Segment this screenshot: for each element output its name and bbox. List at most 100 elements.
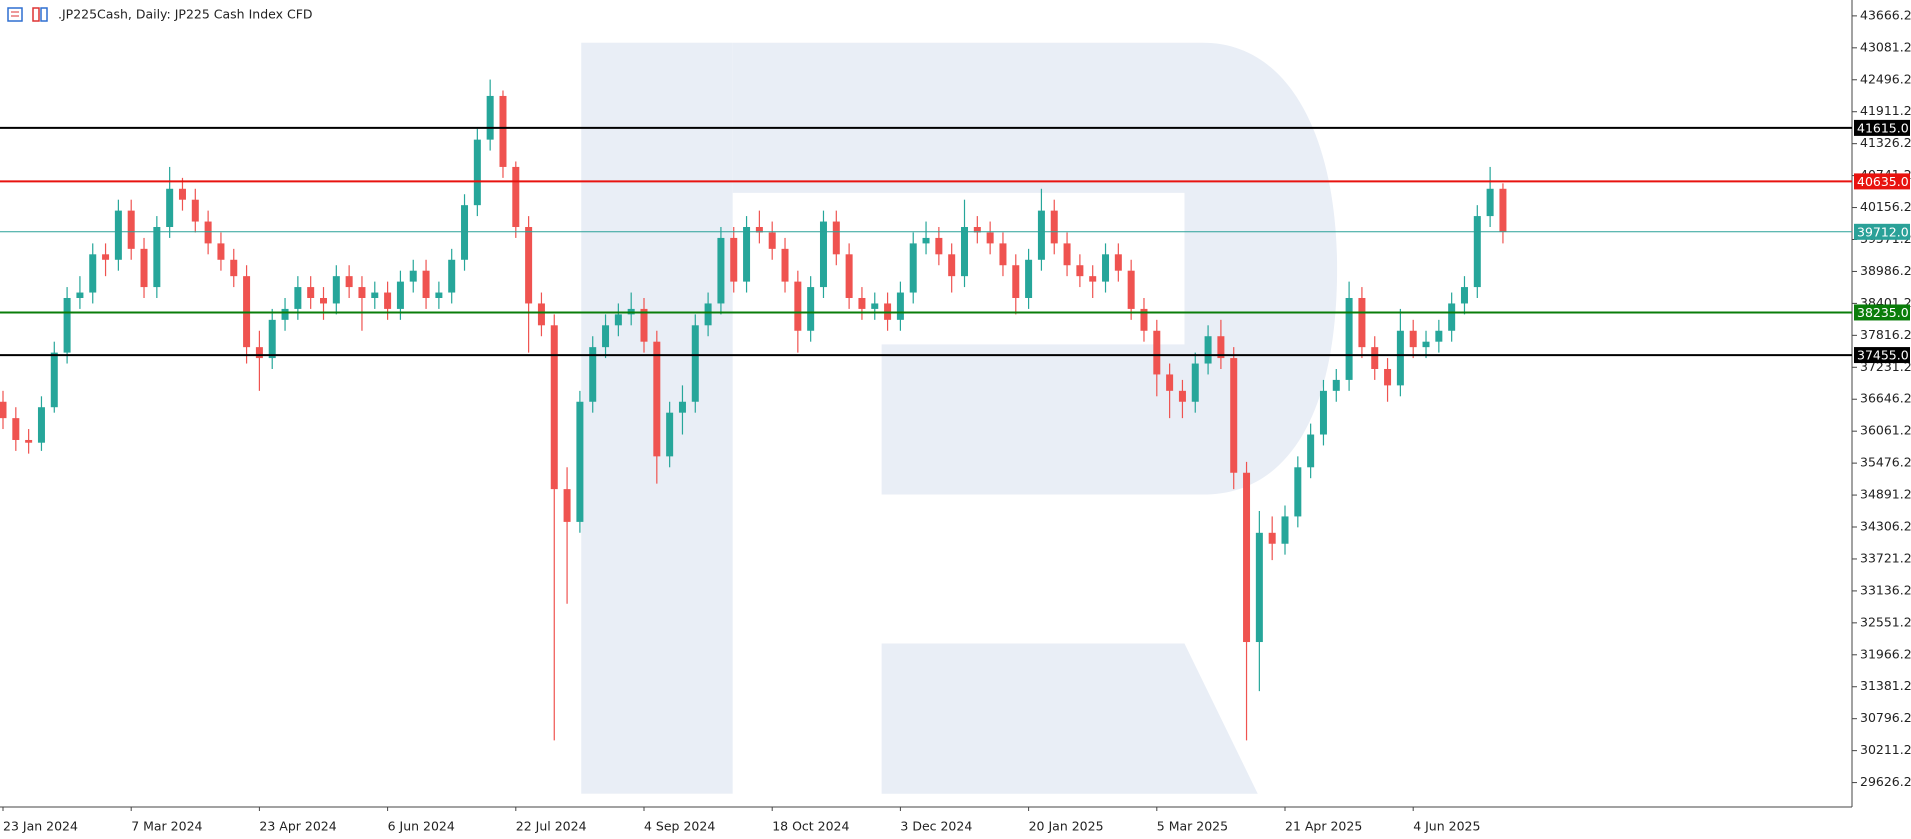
- candle-body: [525, 227, 533, 304]
- y-tick-label: 42496.2: [1860, 71, 1911, 86]
- y-tick-label: 33136.2: [1860, 582, 1911, 597]
- candle-body: [909, 243, 917, 293]
- x-tick-label: 23 Apr 2024: [259, 819, 336, 834]
- level-label-box: [1854, 223, 1910, 240]
- watermark-bowl: [732, 42, 1338, 495]
- candle-body: [1012, 265, 1020, 298]
- candle-body: [563, 489, 571, 522]
- candle-body: [935, 237, 943, 255]
- candle-body: [1153, 330, 1161, 375]
- candle-body: [153, 227, 161, 288]
- candle-body: [1499, 188, 1507, 232]
- candle-body: [371, 292, 379, 298]
- candle-body: [602, 325, 610, 348]
- candle-body: [512, 166, 520, 228]
- candle-body: [25, 439, 33, 443]
- candle-body: [358, 287, 366, 298]
- y-tick-label: 43081.2: [1860, 39, 1911, 54]
- candle-body: [114, 210, 122, 260]
- candle-body: [973, 227, 981, 233]
- candle-body: [896, 292, 904, 320]
- y-tick-label: 30211.2: [1860, 742, 1911, 757]
- candle-body: [268, 319, 276, 359]
- x-tick-label: 7 Mar 2024: [131, 819, 202, 834]
- candle-body: [1063, 243, 1071, 266]
- candle-body: [191, 199, 199, 222]
- candle-body: [1268, 532, 1276, 544]
- candle-body: [178, 188, 186, 200]
- candle-body: [589, 347, 597, 402]
- level-label: 41615.0: [1857, 120, 1909, 135]
- candle-body: [768, 232, 776, 249]
- candle-body: [743, 227, 751, 282]
- y-tick-label: 41911.2: [1860, 103, 1911, 118]
- y-tick-label: 36061.2: [1860, 423, 1911, 438]
- candle-body: [922, 237, 930, 244]
- x-tick-label: 6 Jun 2024: [388, 819, 455, 834]
- level-label-box: [1854, 347, 1910, 364]
- y-tick-label: 37816.2: [1860, 327, 1911, 342]
- candle-body: [1358, 297, 1366, 348]
- candle-body: [576, 401, 584, 522]
- candle-body: [345, 276, 353, 288]
- candle-body: [961, 227, 968, 277]
- candle-body: [1037, 210, 1045, 260]
- x-tick-label: 18 Oct 2024: [772, 819, 849, 834]
- candle-body: [1281, 516, 1289, 544]
- candle-body: [871, 303, 879, 309]
- x-tick-label: 4 Jun 2025: [1413, 819, 1480, 834]
- candle-body: [396, 281, 404, 309]
- candle-body: [281, 308, 289, 320]
- candle-body: [89, 254, 97, 293]
- candle-body: [807, 287, 815, 331]
- y-tick-label: 34891.2: [1860, 487, 1911, 502]
- candle-body: [37, 407, 45, 443]
- y-tick-label: 33721.2: [1860, 550, 1911, 565]
- icon-bar: [32, 7, 40, 22]
- candle-body: [255, 347, 263, 359]
- candle-body: [948, 254, 956, 277]
- candle-body: [12, 418, 20, 440]
- y-tick-label: 36646.2: [1860, 391, 1911, 406]
- level-label: 40635.0: [1857, 174, 1909, 189]
- candle-body: [1448, 303, 1456, 331]
- candle-body: [832, 221, 840, 255]
- level-label: 39712.0: [1857, 224, 1909, 239]
- x-tick-label: 21 Apr 2025: [1285, 819, 1362, 834]
- candle-body: [1230, 358, 1238, 473]
- y-tick-label: 31966.2: [1860, 646, 1911, 661]
- candle-body: [755, 227, 763, 233]
- candle-body: [1217, 336, 1225, 359]
- y-tick-label: 34306.2: [1860, 519, 1911, 534]
- icon-list: [7, 7, 23, 22]
- candle-body: [1127, 270, 1135, 309]
- candle-body: [1114, 254, 1122, 271]
- candle-body: [819, 221, 827, 288]
- candle-body: [1050, 210, 1058, 244]
- candle-body: [704, 303, 712, 326]
- candle-body: [1422, 341, 1430, 348]
- x-tick-label: 4 Sep 2024: [644, 819, 715, 834]
- candle-body: [384, 292, 392, 309]
- candle-body: [1076, 265, 1084, 277]
- candle-body: [409, 270, 417, 282]
- candle-body: [486, 95, 494, 140]
- candle-body: [1204, 336, 1212, 364]
- candle-body: [217, 243, 225, 260]
- candle-body: [1166, 374, 1174, 391]
- candle-body: [461, 205, 469, 260]
- candle-body: [1473, 216, 1481, 288]
- candle-body: [666, 412, 674, 457]
- level-label: 37455.0: [1857, 348, 1909, 363]
- candle-body: [1486, 188, 1494, 217]
- candle-body: [781, 248, 789, 282]
- candle-body: [537, 303, 545, 326]
- y-tick-label: 41326.2: [1860, 135, 1911, 150]
- x-tick-label: 22 Jul 2024: [516, 819, 587, 834]
- candle-body: [1089, 276, 1097, 282]
- candle-body: [717, 237, 725, 304]
- candle-body: [307, 287, 315, 298]
- candle-body: [999, 243, 1007, 266]
- candle-body: [550, 325, 558, 490]
